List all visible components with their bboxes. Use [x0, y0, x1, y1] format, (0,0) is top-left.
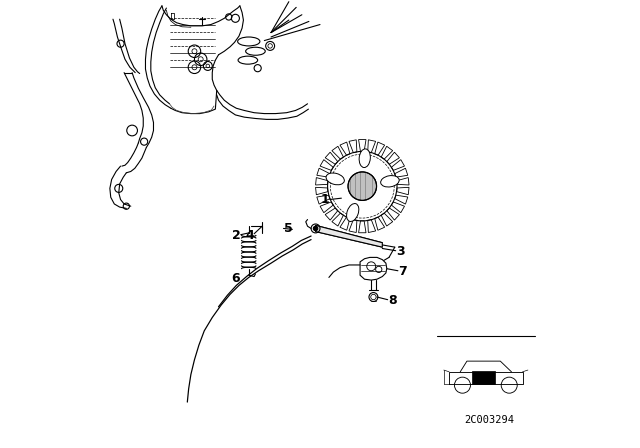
Polygon shape: [397, 187, 409, 195]
Polygon shape: [332, 146, 344, 159]
Circle shape: [348, 172, 376, 200]
Polygon shape: [397, 177, 409, 185]
Text: 6: 6: [231, 272, 240, 285]
Text: 3: 3: [396, 245, 404, 258]
Polygon shape: [358, 140, 366, 151]
FancyBboxPatch shape: [472, 371, 495, 384]
Text: 2: 2: [232, 228, 241, 241]
Polygon shape: [316, 177, 328, 185]
Ellipse shape: [359, 149, 371, 168]
Polygon shape: [340, 142, 350, 155]
Polygon shape: [320, 159, 333, 170]
Polygon shape: [325, 152, 338, 164]
Ellipse shape: [237, 37, 260, 46]
Ellipse shape: [246, 47, 265, 55]
Ellipse shape: [381, 176, 399, 187]
Text: 2C003294: 2C003294: [464, 415, 514, 426]
Polygon shape: [375, 142, 385, 155]
Polygon shape: [395, 168, 408, 177]
Polygon shape: [375, 217, 385, 230]
Circle shape: [314, 226, 318, 231]
Text: 4: 4: [245, 228, 254, 241]
Ellipse shape: [238, 56, 258, 64]
Polygon shape: [325, 208, 338, 220]
Polygon shape: [316, 187, 328, 195]
Text: 1: 1: [321, 194, 330, 207]
Polygon shape: [360, 258, 387, 280]
Polygon shape: [392, 159, 404, 170]
Polygon shape: [316, 225, 382, 247]
Polygon shape: [320, 202, 333, 213]
Polygon shape: [381, 146, 393, 159]
Polygon shape: [349, 140, 357, 153]
Ellipse shape: [347, 203, 359, 221]
Text: 5: 5: [284, 222, 292, 235]
Text: 8: 8: [388, 294, 396, 307]
Polygon shape: [368, 220, 376, 233]
Polygon shape: [395, 195, 408, 204]
Polygon shape: [349, 220, 357, 233]
Polygon shape: [358, 221, 366, 233]
Polygon shape: [381, 213, 393, 226]
Polygon shape: [317, 195, 330, 204]
Polygon shape: [387, 208, 399, 220]
Polygon shape: [317, 168, 330, 177]
Polygon shape: [332, 213, 344, 226]
Polygon shape: [340, 217, 350, 230]
Polygon shape: [392, 202, 404, 213]
Ellipse shape: [326, 173, 344, 185]
Polygon shape: [368, 140, 376, 153]
Text: 7: 7: [398, 265, 407, 278]
Polygon shape: [387, 152, 399, 164]
